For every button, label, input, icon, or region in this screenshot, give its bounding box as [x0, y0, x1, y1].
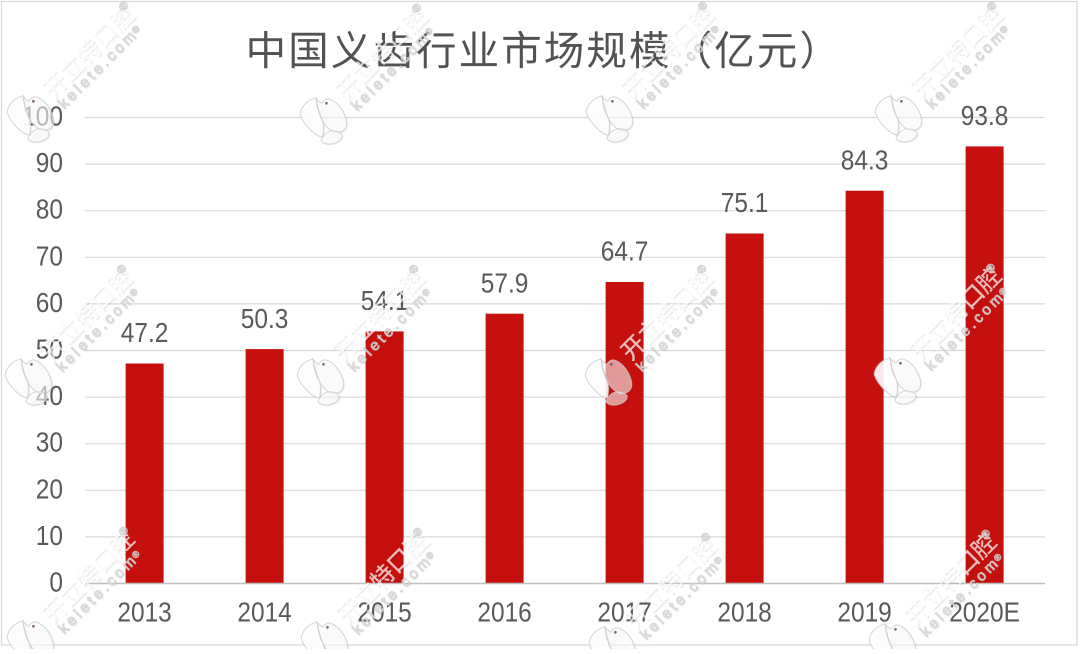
svg-text:90: 90 [36, 147, 63, 178]
svg-text:80: 80 [36, 194, 63, 225]
svg-text:57.9: 57.9 [481, 267, 529, 298]
svg-text:30: 30 [36, 427, 63, 458]
svg-text:64.7: 64.7 [601, 236, 649, 267]
svg-text:2016: 2016 [477, 596, 531, 627]
svg-text:2019: 2019 [837, 596, 891, 627]
svg-text:20: 20 [36, 473, 63, 504]
svg-text:84.3: 84.3 [841, 144, 889, 175]
svg-text:2018: 2018 [717, 596, 771, 627]
svg-text:10: 10 [36, 520, 63, 551]
svg-text:2013: 2013 [117, 596, 171, 627]
svg-text:50.3: 50.3 [241, 303, 289, 334]
svg-text:60: 60 [36, 287, 63, 318]
svg-text:93.8: 93.8 [961, 100, 1009, 131]
svg-text:2014: 2014 [237, 596, 291, 627]
svg-text:0: 0 [49, 567, 63, 598]
svg-text:75.1: 75.1 [721, 187, 769, 218]
svg-text:70: 70 [36, 240, 63, 271]
svg-text:47.2: 47.2 [121, 317, 169, 348]
